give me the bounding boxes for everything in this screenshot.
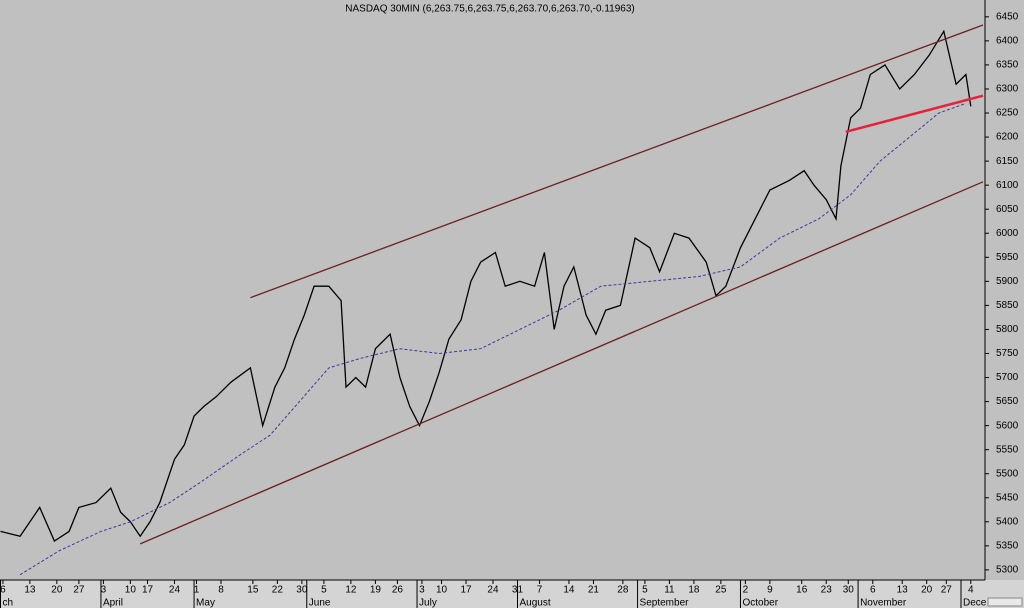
x-tick-label: 1	[194, 585, 200, 596]
x-tick-label: 3	[101, 585, 107, 596]
y-tick-label: 6300	[996, 84, 1019, 95]
y-tick-label: 5700	[996, 372, 1019, 383]
month-label: November	[860, 598, 907, 608]
x-tick-label: 26	[392, 585, 404, 596]
y-tick-label: 6250	[996, 108, 1019, 119]
series-line	[139, 181, 984, 545]
x-tick-label: 21	[588, 585, 600, 596]
y-tick-label: 5850	[996, 300, 1019, 311]
x-tick-label: 30	[843, 585, 855, 596]
y-tick-label: 6100	[996, 180, 1019, 191]
x-tick-label: 11	[664, 585, 675, 596]
month-label: April	[103, 598, 123, 608]
x-tick-label: 12	[345, 585, 357, 596]
x-tick-label: 4	[968, 585, 974, 596]
x-tick-label: 7	[537, 585, 543, 596]
y-tick-label: 5800	[996, 324, 1019, 335]
y-tick-label: 6150	[996, 156, 1019, 167]
y-tick-label: 5400	[996, 516, 1019, 527]
x-tick-label: 14	[563, 585, 575, 596]
x-tick-label: 27	[73, 585, 85, 596]
scroll-box	[987, 597, 1023, 607]
x-tick-label: 17	[460, 585, 472, 596]
x-tick-label: 17	[142, 585, 154, 596]
x-tick-label: 15	[247, 585, 259, 596]
y-tick-label: 6200	[996, 132, 1019, 143]
y-tick-label: 5500	[996, 468, 1019, 479]
month-label: Dece	[963, 598, 987, 608]
x-tick-label: 5	[321, 585, 327, 596]
y-tick-label: 6000	[996, 228, 1019, 239]
month-label: September	[640, 598, 690, 608]
x-axis-band	[0, 580, 1024, 608]
x-tick-label: 20	[51, 585, 63, 596]
y-tick-label: 5600	[996, 420, 1019, 431]
month-label: June	[309, 598, 331, 608]
series-line	[250, 24, 984, 299]
y-tick-label: 5950	[996, 252, 1019, 263]
x-tick-label: 25	[715, 585, 727, 596]
x-tick-label: 6	[870, 585, 876, 596]
month-label: October	[742, 598, 778, 608]
x-tick-label: 5	[642, 585, 648, 596]
x-tick-label: 9	[767, 585, 773, 596]
x-tick-label: 10	[125, 585, 137, 596]
x-tick-label: 24	[487, 585, 499, 596]
series-line	[0, 29, 972, 542]
y-tick-label: 5450	[996, 492, 1019, 503]
month-label: July	[419, 598, 437, 608]
month-label: May	[196, 598, 215, 608]
y-tick-label: 6450	[996, 11, 1019, 22]
x-tick-label: 3	[419, 585, 425, 596]
x-tick-label: 20	[921, 585, 933, 596]
x-tick-label: 13	[897, 585, 909, 596]
y-tick-label: 5550	[996, 444, 1019, 455]
x-tick-label: 6	[0, 585, 6, 596]
y-tick-label: 5350	[996, 540, 1019, 551]
x-tick-label: 18	[688, 585, 700, 596]
y-tick-label: 5650	[996, 396, 1019, 407]
x-tick-label: 28	[617, 585, 629, 596]
x-tick-label: 30	[296, 585, 308, 596]
x-tick-label: 8	[218, 585, 224, 596]
y-tick-label: 6350	[996, 60, 1019, 71]
x-tick-label: 19	[370, 585, 382, 596]
y-tick-label: 5300	[996, 565, 1019, 576]
chart-title: NASDAQ 30MIN (6,263.75,6,263.75,6,263.70…	[345, 4, 634, 15]
x-tick-label: 13	[24, 585, 36, 596]
month-label: August	[519, 598, 550, 608]
x-tick-label: 16	[796, 585, 808, 596]
x-tick-label: 22	[272, 585, 284, 596]
y-tick-label: 6400	[996, 36, 1019, 47]
x-tick-label: 10	[436, 585, 448, 596]
y-tick-label: 5900	[996, 276, 1019, 287]
month-label: ch	[2, 598, 13, 608]
x-tick-label: 27	[941, 585, 953, 596]
y-tick-label: 5750	[996, 348, 1019, 359]
x-tick-label: 2	[743, 585, 749, 596]
series-line	[19, 102, 967, 576]
series-line	[845, 94, 984, 134]
x-tick-label: 24	[169, 585, 181, 596]
y-tick-label: 6050	[996, 204, 1019, 215]
x-tick-label: 23	[821, 585, 833, 596]
